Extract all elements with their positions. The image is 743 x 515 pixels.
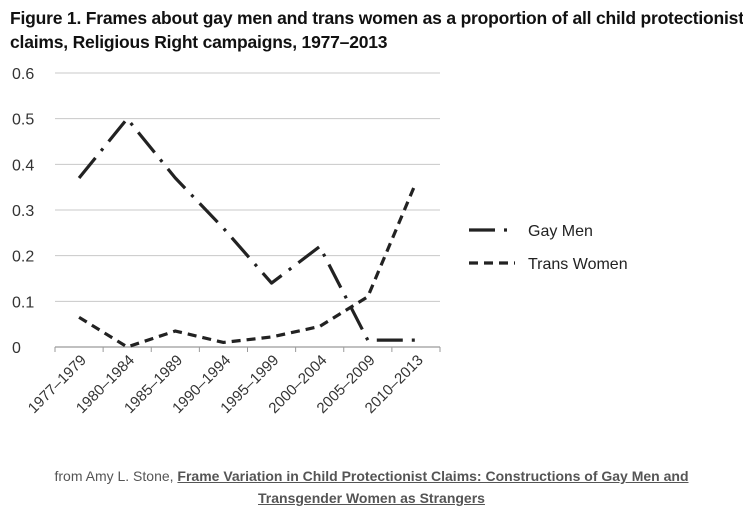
data-point [270, 281, 274, 285]
legend-label: Trans Women [528, 256, 628, 273]
y-tick-label: 0.2 [12, 249, 34, 266]
y-tick-label: 0.3 [12, 203, 34, 220]
data-point [173, 176, 177, 180]
y-tick-label: 0.5 [12, 112, 34, 129]
data-point [173, 329, 177, 333]
data-point [318, 245, 322, 249]
data-point [221, 226, 225, 230]
source-link-line-2[interactable]: Transgender Women as Strangers [258, 490, 485, 506]
series-line-gay-men [77, 117, 416, 342]
source-caption: from Amy L. Stone, Frame Variation in Ch… [0, 465, 743, 509]
data-point [125, 117, 129, 121]
series-line-trans-women [78, 181, 418, 349]
chart-title-line-2: claims, Religious Right campaigns, 1977–… [10, 32, 388, 52]
y-tick-label: 0 [12, 340, 21, 357]
data-point [270, 335, 274, 339]
data-point [414, 181, 418, 185]
data-point [77, 315, 81, 319]
line-chart: 00.10.20.30.40.50.61977–19791980–1984198… [12, 66, 628, 417]
y-tick-label: 0.1 [12, 294, 34, 311]
source-link-line-1[interactable]: Frame Variation in Child Protectionist C… [177, 468, 689, 484]
data-point [366, 295, 370, 299]
y-tick-label: 0.4 [12, 157, 34, 174]
caption-prefix: from Amy L. Stone, [54, 468, 178, 484]
y-tick-label: 0.6 [12, 66, 34, 83]
data-point [77, 176, 81, 180]
data-point [221, 340, 225, 344]
data-point [125, 345, 129, 349]
data-point [414, 338, 418, 342]
legend-label: Gay Men [528, 223, 593, 240]
data-point [318, 324, 322, 328]
data-point [366, 338, 370, 342]
chart-title: Figure 1. Frames about gay men and trans… [10, 6, 743, 54]
chart-title-line-1: Figure 1. Frames about gay men and trans… [10, 8, 743, 28]
